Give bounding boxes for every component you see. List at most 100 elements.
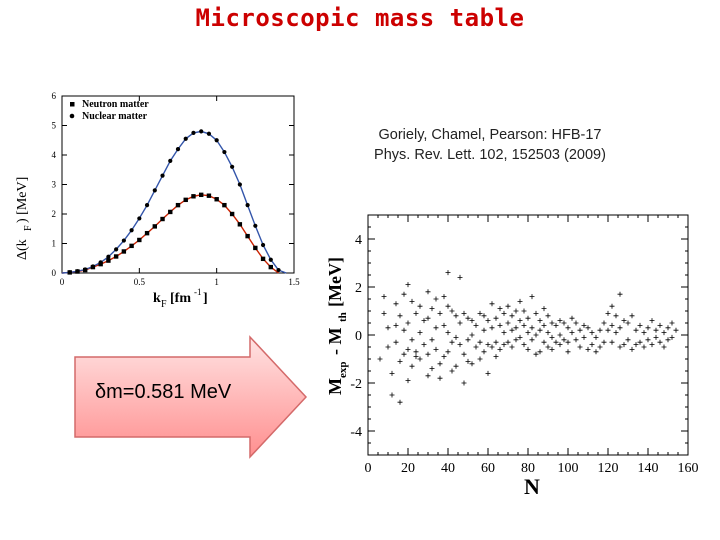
citation: Goriely, Chamel, Pearson: HFB-17 Phys. R… <box>340 125 640 165</box>
mass-deviation-point <box>461 351 467 357</box>
mass-deviation-point <box>489 344 495 350</box>
svg-text:[MeV]: [MeV] <box>325 257 345 307</box>
mass-deviation-point <box>421 318 427 324</box>
gap-plot-border <box>61 95 295 274</box>
mass-deviation-point <box>509 313 515 319</box>
mass-deviation-point <box>445 349 451 355</box>
mass-deviation-point <box>437 310 443 316</box>
mass-deviation-point <box>565 339 571 345</box>
mass-deviation-point <box>613 330 619 336</box>
mass-deviation-point <box>381 294 387 300</box>
gap-y-tick-label: 3 <box>52 180 57 190</box>
mass-deviation-point <box>433 346 439 352</box>
rms-deviation-label: δm=0.581 MeV <box>95 381 232 403</box>
nuclear-matter-point <box>260 242 266 248</box>
mass-deviation-point <box>525 315 531 321</box>
mass-deviation-point <box>629 313 635 319</box>
mass-deviation-point <box>665 325 671 331</box>
mass-deviation-point <box>425 315 431 321</box>
mass-deviation-point <box>645 325 651 331</box>
mass-deviation-point <box>413 349 419 355</box>
mass-deviation-point <box>669 334 675 340</box>
mass-deviation-point <box>489 301 495 307</box>
gap-y-tick-label: 1 <box>52 239 57 249</box>
nuclear-matter-point <box>98 260 103 265</box>
mass-deviation-point <box>393 339 399 345</box>
mass-deviation-point <box>673 327 679 333</box>
mass-x-tick-label: 60 <box>481 461 495 476</box>
mass-deviation-point <box>553 339 559 345</box>
mass-deviation-point <box>541 322 547 328</box>
mass-deviation-point <box>621 318 627 324</box>
mass-deviation-point <box>609 303 615 309</box>
mass-deviation-point <box>409 298 415 304</box>
mass-deviation-point <box>597 327 603 333</box>
svg-text:k: k <box>153 291 161 306</box>
mass-deviation-point <box>561 320 567 326</box>
gap-x-axis-label: k F [fm -1 ] <box>153 287 208 310</box>
svg-text:]: ] <box>203 291 208 306</box>
mass-deviation-point <box>601 339 607 345</box>
mass-deviation-point <box>485 370 491 376</box>
nuclear-matter-point <box>222 149 227 155</box>
gap-y-tick-label: 4 <box>52 150 57 160</box>
mass-deviation-point <box>381 310 387 316</box>
nuclear-matter-point <box>214 138 219 143</box>
mass-deviation-point <box>425 289 431 295</box>
mass-deviation-point <box>593 349 599 355</box>
nuclear-matter-point <box>152 188 157 193</box>
mass-deviation-point <box>441 294 447 300</box>
mass-deviation-point <box>525 330 531 336</box>
nuclear-matter-point <box>114 247 119 252</box>
nuclear-matter-point <box>237 182 242 187</box>
mass-deviation-point <box>485 342 491 348</box>
mass-deviation-point <box>641 330 647 336</box>
nuclear-matter-point <box>245 203 250 208</box>
gap-x-tick-label: 1 <box>214 277 219 287</box>
mass-deviation-point <box>513 325 519 331</box>
svg-text:) [MeV]: ) [MeV] <box>15 177 30 223</box>
mass-deviation-point <box>497 346 503 352</box>
mass-deviation-point <box>437 361 443 367</box>
nuclear-matter-point <box>83 267 88 272</box>
neutron-matter-point <box>137 237 142 243</box>
mass-deviation-point <box>457 274 463 280</box>
mass-deviation-point <box>401 351 407 357</box>
mass-deviation-point <box>533 351 539 357</box>
mass-deviation-point <box>605 327 611 333</box>
nuclear-matter-point <box>168 158 173 163</box>
mass-deviation-point <box>617 291 623 297</box>
mass-deviation-point <box>405 346 411 352</box>
mass-deviation-point <box>601 320 607 326</box>
mass-deviation-point <box>565 349 571 355</box>
gap-y-tick-label: 2 <box>52 209 57 219</box>
neutron-matter-point <box>121 249 127 254</box>
mass-deviation-point <box>397 358 403 364</box>
mass-deviation-chart: 420-2-40 20 40 60 80 100 120 140 160 M exp - M t… <box>325 214 699 499</box>
mass-deviation-point <box>545 313 551 319</box>
legend-label: Nuclear matter <box>82 111 148 122</box>
mass-deviation-point <box>501 342 507 348</box>
nuclear-matter-point <box>199 129 204 134</box>
mass-deviation-point <box>521 308 527 314</box>
mass-deviation-point <box>525 346 531 352</box>
svg-text:- M: - M <box>325 328 345 355</box>
mass-deviation-point <box>413 354 419 360</box>
mass-deviation-point <box>453 363 459 369</box>
mass-x-tick-label: 120 <box>598 461 619 476</box>
neutron-matter-point <box>199 192 204 198</box>
mass-deviation-point <box>445 303 451 309</box>
svg-text:F: F <box>23 225 34 231</box>
mass-deviation-point <box>625 337 631 343</box>
mass-deviation-point <box>469 318 475 324</box>
mass-deviation-point <box>529 294 535 300</box>
mass-deviation-point <box>661 330 667 336</box>
neutron-matter-point <box>237 222 243 227</box>
mass-deviation-point <box>649 318 655 324</box>
mass-deviation-point <box>569 315 575 321</box>
mass-deviation-point <box>481 313 487 319</box>
gap-y-tick-label: 5 <box>52 121 57 131</box>
mass-deviation-point <box>629 346 635 352</box>
mass-deviation-point <box>549 320 555 326</box>
